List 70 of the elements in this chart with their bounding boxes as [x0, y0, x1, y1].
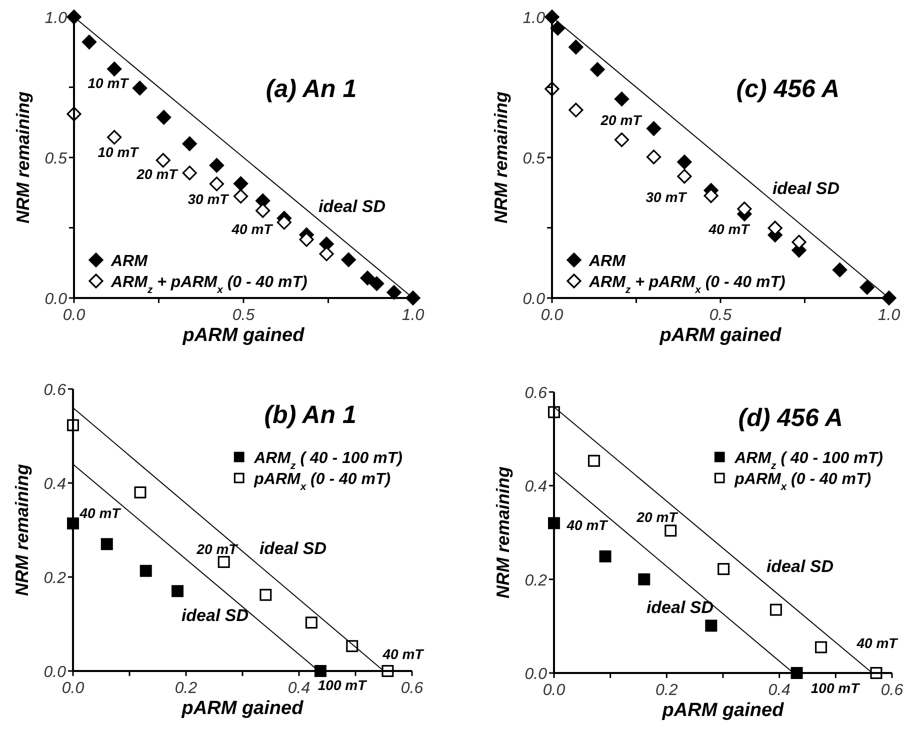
legend-label: pARM$_{x}$ (0 - 40 mT) [253, 471, 391, 492]
y-tick-label: 0.4 [524, 478, 548, 496]
annotation: 10 mT [98, 144, 140, 160]
annotation: 40 mT [856, 635, 899, 651]
y-tick-label: 0.0 [44, 291, 68, 308]
y-tick-label: 0.0 [44, 664, 66, 681]
annotation: 40 mT [708, 221, 751, 237]
annotation: 30 mT [188, 191, 230, 207]
y-tick-label: 0.0 [524, 666, 548, 683]
annotation: ideal SD [766, 557, 834, 576]
annotation: ideal SD [318, 197, 386, 216]
x-tick-label: 1.0 [878, 307, 900, 324]
y-tick-label: 0.5 [44, 150, 68, 168]
x-tick-label: 0.0 [62, 307, 86, 324]
legend-label: ARM [588, 253, 626, 270]
legend-label: ARM [110, 253, 148, 270]
y-axis-title: NRM remaining [12, 464, 32, 596]
x-tick-label: 0.5 [232, 307, 255, 324]
legend-label: ARM$_{z}$ + pARM$_{x}$ (0 - 40 mT) [110, 274, 308, 296]
y-tick-label: 0.2 [44, 570, 66, 587]
annotation: 20 mT [636, 509, 679, 525]
legend-label: ARM$_{z}$ + pARM$_{x}$ (0 - 40 mT) [588, 274, 786, 296]
x-tick-label: 0.0 [542, 682, 566, 699]
x-axis-title: pARM gained [182, 325, 305, 346]
annotation: ideal SD [772, 179, 840, 198]
x-tick-label: 0.6 [400, 680, 424, 697]
text: (b) An 1 [264, 401, 356, 429]
annotation: 40 mT [382, 646, 425, 662]
y-tick-label: 0.0 [522, 291, 546, 308]
annotation: 20 mT [196, 541, 239, 557]
y-tick-label: 1.0 [44, 10, 68, 27]
annotation: ideal SD [259, 539, 327, 558]
y-tick-label: 0.6 [44, 382, 66, 399]
text: (c) 456 A [736, 75, 840, 103]
y-tick-label: 0.6 [524, 385, 548, 402]
x-tick-label: 0.4 [768, 682, 791, 699]
annotation: 20 mT [136, 166, 179, 182]
annotation: 10 mT [88, 75, 130, 91]
x-tick-label: 0.6 [880, 682, 904, 699]
text: 100 mT [318, 677, 368, 693]
x-tick-label: 1.0 [402, 307, 424, 324]
x-tick-label: 0.2 [656, 682, 678, 699]
annotation: 40 mT [566, 517, 609, 533]
text: (a) An 1 [266, 75, 357, 103]
text: (d) 456 A [738, 404, 843, 432]
x-axis-title: pARM gained [658, 325, 782, 346]
x-tick-label: 0.5 [709, 307, 732, 324]
annotation: 40 mT [230, 221, 274, 237]
annotation: 30 mT [646, 189, 688, 205]
x-axis-title: pARM gained [661, 700, 784, 721]
y-tick-label: 0.4 [44, 476, 66, 493]
y-axis-title: NRM remaining [493, 466, 513, 599]
x-tick-label: 0.0 [62, 680, 84, 697]
legend-label: pARM$_{x}$ (0 - 40 mT) [734, 471, 872, 492]
x-tick-label: 0.2 [174, 680, 198, 697]
annotation: 40 mT [78, 505, 122, 521]
text: 100 mT [810, 680, 861, 696]
annotation: ideal SD [181, 606, 249, 625]
y-axis-title: NRM remaining [13, 91, 33, 224]
annotation: 20 mT [600, 112, 643, 128]
y-tick-label: 1.0 [522, 10, 546, 27]
y-axis-title: NRM remaining [491, 91, 511, 224]
legend-label: ARM$_{z}$ ( 40 - 100 mT) [734, 450, 883, 472]
annotation: ideal SD [646, 598, 714, 617]
y-tick-label: 0.2 [524, 572, 548, 590]
x-tick-label: 0.4 [288, 680, 310, 697]
x-tick-label: 0.0 [540, 307, 564, 324]
y-tick-label: 0.5 [522, 150, 546, 168]
legend-label: ARM$_{z}$ ( 40 - 100 mT) [253, 450, 402, 472]
x-axis-title: pARM gained [180, 698, 304, 719]
